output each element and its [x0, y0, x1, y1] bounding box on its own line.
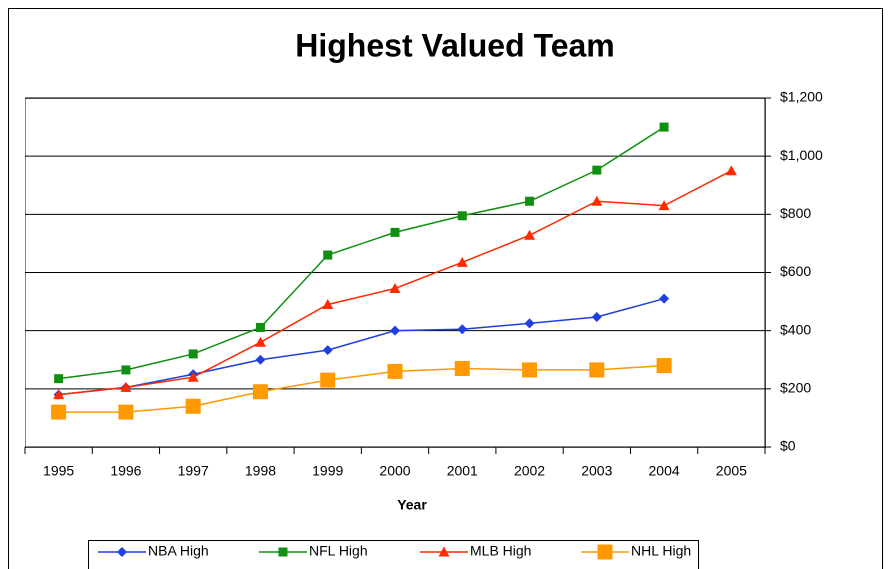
marker [456, 256, 468, 267]
y-tick-label: $0 [780, 438, 796, 454]
marker [525, 196, 535, 206]
marker [659, 293, 670, 304]
y-tick-label: $800 [780, 205, 811, 221]
legend-label: NHL High [631, 543, 691, 559]
marker [120, 381, 132, 392]
marker [390, 325, 400, 336]
marker [323, 250, 333, 260]
marker [597, 544, 613, 560]
x-axis-label: Year [397, 497, 427, 513]
marker [524, 318, 535, 329]
x-tick-label: 1995 [43, 463, 74, 479]
marker [387, 363, 403, 379]
marker [457, 324, 468, 335]
marker [188, 349, 198, 359]
series-line [58, 364, 665, 413]
marker [322, 298, 334, 309]
marker [252, 384, 268, 400]
marker [454, 360, 470, 376]
legend-label: NFL High [309, 543, 368, 559]
series-line [58, 126, 665, 380]
marker [255, 322, 265, 332]
marker [390, 227, 400, 237]
marker [322, 345, 333, 356]
marker [185, 398, 201, 414]
y-tick-label: $1,000 [780, 147, 823, 163]
x-tick-label: 1998 [245, 463, 276, 479]
marker [438, 546, 450, 557]
marker [457, 211, 467, 221]
x-tick-label: 2005 [716, 463, 747, 479]
marker [591, 195, 603, 206]
x-tick-label: 2001 [447, 463, 478, 479]
x-tick-label: 1999 [312, 463, 343, 479]
marker [320, 372, 336, 388]
marker [54, 374, 64, 384]
legend-label: MLB High [470, 543, 531, 559]
marker [51, 404, 67, 420]
legend-label: NBA High [148, 543, 209, 559]
marker [592, 165, 602, 175]
marker [255, 354, 266, 365]
y-tick-label: $200 [780, 380, 811, 396]
y-tick-label: $400 [780, 321, 811, 337]
x-tick-label: 2003 [581, 463, 612, 479]
chart-title: Highest Valued Team [295, 27, 615, 63]
marker [187, 371, 199, 382]
y-tick-label: $1,200 [780, 89, 823, 105]
marker [656, 358, 672, 374]
y-tick-label: $600 [780, 263, 811, 279]
marker [53, 389, 65, 400]
marker [389, 282, 401, 293]
marker [725, 165, 737, 176]
marker [524, 229, 536, 240]
marker [589, 362, 605, 378]
marker [278, 547, 288, 557]
marker [522, 362, 538, 378]
marker [658, 200, 670, 211]
marker [118, 404, 134, 420]
legend-box [88, 540, 699, 569]
marker [254, 336, 266, 347]
marker [117, 547, 127, 557]
x-tick-label: 1997 [178, 463, 209, 479]
marker [659, 122, 669, 132]
x-tick-label: 1996 [110, 463, 141, 479]
chart-border [8, 8, 883, 569]
x-tick-label: 2002 [514, 463, 545, 479]
marker [591, 311, 602, 322]
x-tick-label: 2000 [379, 463, 410, 479]
marker [121, 365, 131, 375]
x-tick-label: 2004 [649, 463, 680, 479]
series-line [58, 297, 665, 396]
